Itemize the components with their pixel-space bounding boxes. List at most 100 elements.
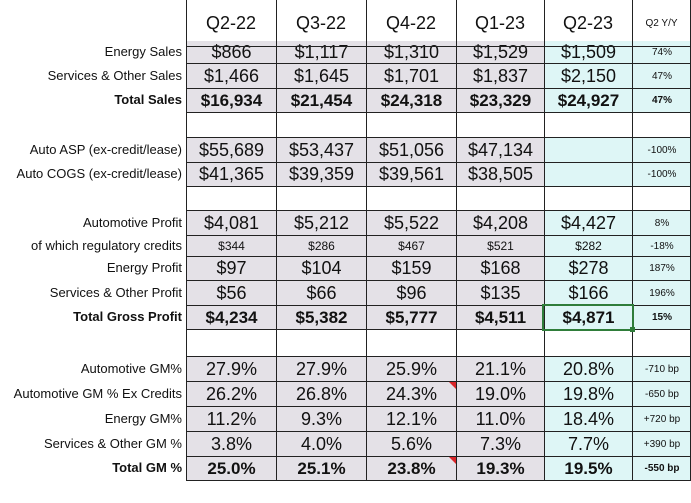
- row-label[interactable]: Energy GM%: [104, 411, 182, 426]
- yoy-cell[interactable]: -550 bp: [633, 457, 691, 480]
- table-cell[interactable]: 4.0%: [277, 432, 366, 456]
- table-cell[interactable]: [545, 163, 632, 186]
- column-header-q2-22[interactable]: Q2-22: [205, 12, 257, 33]
- table-cell[interactable]: $1,837: [457, 64, 544, 88]
- table-cell[interactable]: 19.8%: [545, 382, 632, 406]
- yoy-cell[interactable]: 15%: [633, 306, 691, 329]
- table-cell[interactable]: 25.0%: [187, 457, 276, 480]
- yoy-cell[interactable]: +720 bp: [633, 407, 691, 431]
- table-cell[interactable]: $467: [367, 236, 456, 256]
- table-cell[interactable]: 27.9%: [187, 357, 276, 381]
- table-cell[interactable]: $286: [277, 236, 366, 256]
- table-cell[interactable]: $2,150: [545, 64, 632, 88]
- table-cell[interactable]: $51,056: [367, 138, 456, 162]
- table-cell[interactable]: $38,505: [457, 163, 544, 186]
- table-cell[interactable]: 5.6%: [367, 432, 456, 456]
- table-cell[interactable]: [545, 138, 632, 162]
- table-cell[interactable]: $278: [545, 257, 632, 280]
- fill-handle[interactable]: [630, 327, 635, 332]
- table-cell[interactable]: $866: [187, 41, 276, 63]
- table-cell[interactable]: 11.0%: [457, 407, 544, 431]
- table-cell[interactable]: $1,310: [367, 41, 456, 63]
- table-cell[interactable]: 25.9%: [367, 357, 456, 381]
- table-cell[interactable]: $166: [545, 281, 632, 305]
- table-cell[interactable]: 24.3%: [367, 382, 456, 406]
- table-cell[interactable]: 12.1%: [367, 407, 456, 431]
- table-cell[interactable]: $1,701: [367, 64, 456, 88]
- table-cell[interactable]: $23,329: [457, 89, 544, 112]
- table-cell[interactable]: $1,645: [277, 64, 366, 88]
- selected-cell-outline[interactable]: [542, 304, 634, 331]
- table-cell[interactable]: $39,561: [367, 163, 456, 186]
- row-label[interactable]: Automotive GM%: [80, 361, 182, 376]
- table-cell[interactable]: $39,359: [277, 163, 366, 186]
- table-cell[interactable]: $5,212: [277, 211, 366, 235]
- yoy-cell[interactable]: -650 bp: [633, 382, 691, 406]
- row-label[interactable]: Total GM %: [112, 460, 182, 475]
- table-cell[interactable]: 18.4%: [545, 407, 632, 431]
- yoy-cell[interactable]: -100%: [633, 138, 691, 162]
- table-cell[interactable]: 25.1%: [277, 457, 366, 480]
- row-label[interactable]: Auto ASP (ex-credit/lease): [29, 142, 182, 157]
- column-header-q4-22[interactable]: Q4-22: [385, 12, 437, 33]
- yoy-cell[interactable]: -100%: [633, 163, 691, 186]
- table-cell[interactable]: 26.2%: [187, 382, 276, 406]
- yoy-cell[interactable]: 196%: [633, 281, 691, 305]
- table-cell[interactable]: 26.8%: [277, 382, 366, 406]
- table-cell[interactable]: $521: [457, 236, 544, 256]
- table-cell[interactable]: $4,511: [457, 306, 544, 329]
- table-cell[interactable]: $159: [367, 257, 456, 280]
- yoy-cell[interactable]: 8%: [633, 211, 691, 235]
- row-label[interactable]: of which regulatory credits: [30, 238, 182, 253]
- table-cell[interactable]: 27.9%: [277, 357, 366, 381]
- table-cell[interactable]: 23.8%: [367, 457, 456, 480]
- table-cell[interactable]: $5,777: [367, 306, 456, 329]
- table-cell[interactable]: $4,234: [187, 306, 276, 329]
- table-cell[interactable]: $16,934: [187, 89, 276, 112]
- comment-marker-icon[interactable]: [449, 382, 456, 389]
- table-cell[interactable]: 21.1%: [457, 357, 544, 381]
- row-label[interactable]: Services & Other Sales: [47, 68, 182, 83]
- column-header-q2-23[interactable]: Q2-23: [562, 12, 614, 33]
- table-cell[interactable]: 7.3%: [457, 432, 544, 456]
- table-cell[interactable]: 7.7%: [545, 432, 632, 456]
- table-cell[interactable]: $56: [187, 281, 276, 305]
- yoy-cell[interactable]: -710 bp: [633, 357, 691, 381]
- table-cell[interactable]: $282: [545, 236, 632, 256]
- table-cell[interactable]: $53,437: [277, 138, 366, 162]
- table-cell[interactable]: $96: [367, 281, 456, 305]
- table-cell[interactable]: $1,529: [457, 41, 544, 63]
- table-cell[interactable]: $4,427: [545, 211, 632, 235]
- table-cell[interactable]: 3.8%: [187, 432, 276, 456]
- column-header-q1-23[interactable]: Q1-23: [474, 12, 526, 33]
- yoy-cell[interactable]: 74%: [633, 41, 691, 63]
- comment-marker-icon[interactable]: [449, 457, 456, 464]
- table-cell[interactable]: $4,081: [187, 211, 276, 235]
- table-cell[interactable]: $24,318: [367, 89, 456, 112]
- table-cell[interactable]: $4,208: [457, 211, 544, 235]
- column-header-q3-22[interactable]: Q3-22: [295, 12, 347, 33]
- table-cell[interactable]: 20.8%: [545, 357, 632, 381]
- row-label[interactable]: Total Gross Profit: [73, 309, 182, 324]
- table-cell[interactable]: $1,117: [277, 41, 366, 63]
- table-cell[interactable]: $5,382: [277, 306, 366, 329]
- table-cell[interactable]: $97: [187, 257, 276, 280]
- table-cell[interactable]: $4,871: [545, 306, 632, 329]
- table-cell[interactable]: 11.2%: [187, 407, 276, 431]
- column-header-yoy[interactable]: Q2 Y/Y: [645, 17, 678, 29]
- table-cell[interactable]: $24,927: [545, 89, 632, 112]
- table-cell[interactable]: $5,522: [367, 211, 456, 235]
- yoy-cell[interactable]: 47%: [633, 64, 691, 88]
- table-cell[interactable]: $47,134: [457, 138, 544, 162]
- row-label[interactable]: Automotive Profit: [83, 215, 182, 230]
- row-label[interactable]: Automotive GM % Ex Credits: [13, 386, 182, 401]
- table-cell[interactable]: $104: [277, 257, 366, 280]
- row-label[interactable]: Total Sales: [114, 92, 182, 107]
- yoy-cell[interactable]: -18%: [633, 236, 691, 256]
- row-label[interactable]: Services & Other GM %: [44, 436, 182, 451]
- table-cell[interactable]: $344: [187, 236, 276, 256]
- row-label[interactable]: Energy Profit: [106, 260, 182, 275]
- row-label[interactable]: Services & Other Profit: [49, 285, 182, 300]
- table-cell[interactable]: $168: [457, 257, 544, 280]
- yoy-cell[interactable]: 187%: [633, 257, 691, 280]
